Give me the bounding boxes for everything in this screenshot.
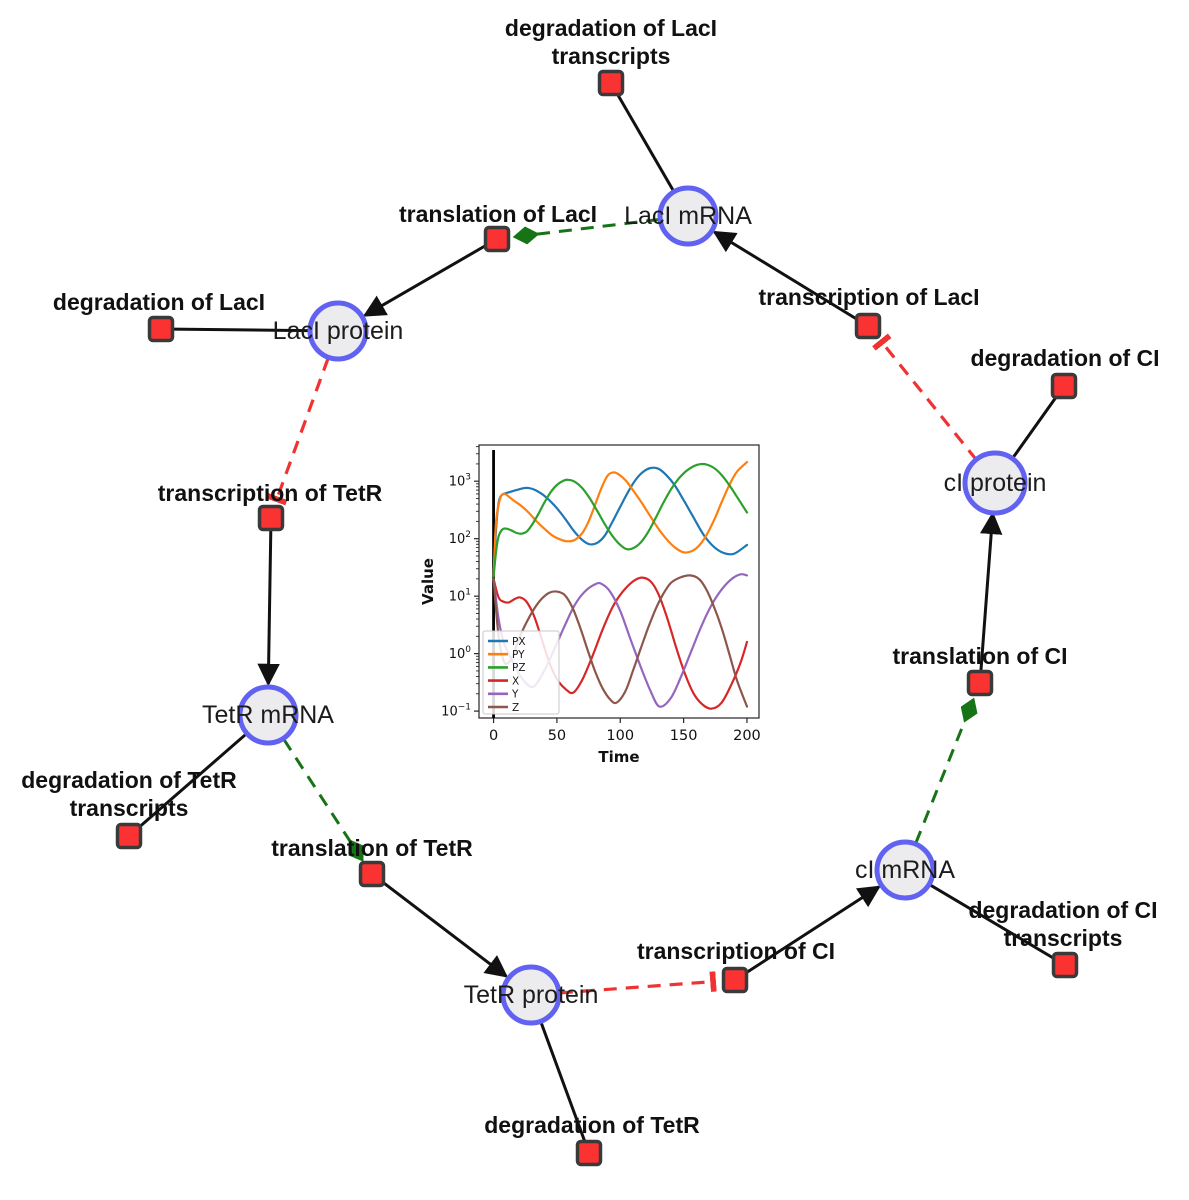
y-tick-label: 103 <box>449 473 471 490</box>
reaction-label-deg-laci: degradation of LacI <box>53 289 265 315</box>
edge-ci-protein-inhibits-transcription-laci <box>872 333 979 462</box>
reaction-node-translation-ci[interactable] <box>966 669 994 697</box>
species-node-ci-mrna[interactable] <box>874 839 936 901</box>
legend-label-py: PY <box>512 649 525 661</box>
reaction-node-deg-tetr[interactable] <box>575 1139 603 1167</box>
x-tick-label: 200 <box>733 728 761 744</box>
reaction-node-transcription-tetr[interactable] <box>257 504 285 532</box>
edge-transcription-ci-to-mrna <box>734 885 881 982</box>
reaction-label-transcription-laci: transcription of LacI <box>758 284 979 310</box>
edge-tetr-mrna-deg-transcripts <box>128 713 269 838</box>
x-tick-label: 0 <box>489 728 498 744</box>
edge-tetr-mrna-activates-translation <box>282 738 364 862</box>
edge-laci-mrna-activates-translation <box>512 218 660 245</box>
x-tick-label: 150 <box>670 728 698 744</box>
reaction-node-translation-tetr[interactable] <box>358 860 386 888</box>
edge-translation-laci-to-protein <box>362 237 498 317</box>
plot-axis-labels: Time Value <box>419 558 640 766</box>
reaction-label-transcription-ci: transcription of CI <box>637 938 835 964</box>
edge-ci-mrna-deg-transcripts <box>904 868 1066 967</box>
y-tick-label: 10−1 <box>441 703 471 720</box>
species-nodes-layer <box>237 185 1028 1026</box>
reaction-label-deg-laci-transcripts-1: degradation of LacI <box>505 15 717 41</box>
species-node-ci-protein[interactable] <box>962 450 1028 516</box>
reaction-label-transcription-tetr: transcription of TetR <box>158 480 383 506</box>
reaction-node-transcription-ci[interactable] <box>721 966 749 994</box>
reaction-node-deg-laci[interactable] <box>147 315 175 343</box>
species-label-ci-mrna: cI mRNA <box>855 856 955 884</box>
species-node-laci-protein[interactable] <box>307 300 369 362</box>
edge-ci-mrna-activates-translation <box>914 697 978 844</box>
reaction-node-deg-ci[interactable] <box>1050 372 1078 400</box>
edge-laci-protein-inhibits-transcription-tetr <box>266 357 330 506</box>
edge-tetr-protein-inhibits-transcription-ci <box>559 971 717 995</box>
reaction-node-transcription-laci[interactable] <box>854 312 882 340</box>
reaction-node-translation-laci[interactable] <box>483 225 511 253</box>
reaction-node-deg-tetr-transcripts[interactable] <box>115 822 143 850</box>
y-tick-label: 101 <box>449 588 471 605</box>
series-py <box>492 461 749 578</box>
edge-transcription-laci-to-mrna <box>712 230 869 328</box>
y-axis-title: Value <box>419 558 437 605</box>
legend-label-y: Y <box>511 689 519 701</box>
reaction-node-deg-laci-transcripts[interactable] <box>597 69 625 97</box>
labels-layer: LacI mRNA LacI protein TetR mRNA TetR pr… <box>21 15 1159 1138</box>
edge-translation-ci-to-protein <box>978 511 1003 684</box>
species-node-tetr-mrna[interactable] <box>237 684 299 746</box>
edge-transcription-tetr-to-mrna <box>257 517 280 687</box>
legend-label-z: Z <box>512 702 519 714</box>
edge-translation-tetr-to-protein <box>371 872 509 978</box>
reaction-nodes-layer <box>115 69 1079 1167</box>
species-label-tetr-mrna: TetR mRNA <box>202 701 334 729</box>
reaction-label-deg-ci-transcripts-2: transcripts <box>1004 925 1123 951</box>
x-axis-title: Time <box>598 748 639 766</box>
series-z <box>492 574 749 708</box>
species-label-laci-mrna: LacI mRNA <box>624 202 752 230</box>
species-label-tetr-protein: TetR protein <box>464 981 599 1009</box>
series-x <box>492 576 749 710</box>
reaction-label-translation-ci: translation of CI <box>892 643 1067 669</box>
series-px <box>492 466 749 578</box>
reaction-node-deg-ci-transcripts[interactable] <box>1051 951 1079 979</box>
legend-label-px: PX <box>512 636 526 648</box>
species-label-laci-protein: LacI protein <box>273 317 404 345</box>
reaction-label-deg-tetr-transcripts-1: degradation of TetR <box>21 767 237 793</box>
legend-label-x: X <box>512 675 519 687</box>
reaction-label-deg-laci-transcripts-2: transcripts <box>552 43 671 69</box>
reaction-label-deg-tetr-transcripts-2: transcripts <box>70 795 189 821</box>
reaction-label-deg-ci: degradation of CI <box>970 345 1159 371</box>
series-pz <box>492 462 749 578</box>
species-node-tetr-protein[interactable] <box>500 964 562 1026</box>
reaction-label-translation-tetr: translation of TetR <box>271 835 473 861</box>
species-label-ci-protein: cI protein <box>944 469 1047 497</box>
y-tick-label: 102 <box>449 530 471 547</box>
reaction-label-deg-tetr: degradation of TetR <box>484 1112 700 1138</box>
x-tick-label: 100 <box>606 728 634 744</box>
y-tick-label: 100 <box>449 645 472 662</box>
species-node-laci-mrna[interactable] <box>657 185 719 247</box>
x-tick-label: 50 <box>548 728 566 744</box>
reaction-label-translation-laci: translation of LacI <box>399 201 597 227</box>
reaction-label-deg-ci-transcripts-1: degradation of CI <box>968 897 1157 923</box>
legend-label-pz: PZ <box>512 662 526 674</box>
